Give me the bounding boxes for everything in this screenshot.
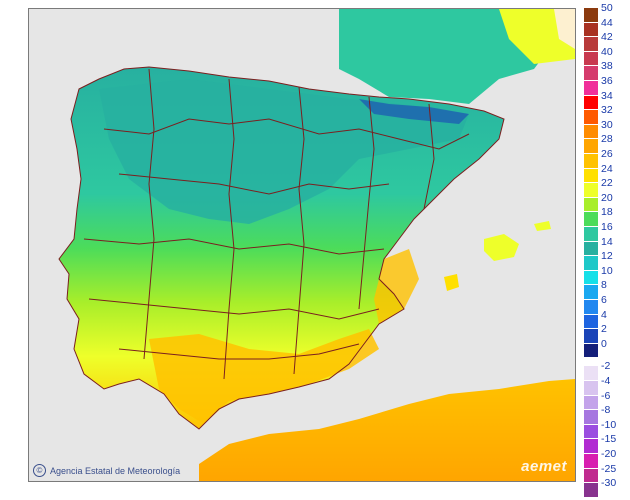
- legend-swatch-neg-8: [584, 483, 598, 497]
- northern-highlands: [99, 79, 469, 224]
- legend-swatch-pos-8: [584, 124, 598, 139]
- temperature-map: © Agencia Estatal de Meteorología aemet: [28, 8, 576, 482]
- legend-label-neg-5: -15: [601, 433, 617, 446]
- legend-swatch-neg-6: [584, 454, 598, 468]
- map-graphic: [29, 9, 575, 481]
- legend-label-neg-7: -25: [601, 462, 617, 475]
- legend-swatch-pos-0: [584, 8, 598, 22]
- credit-text: Agencia Estatal de Meteorología: [50, 465, 181, 476]
- color-legend: 50 44 42 40 38 36 34 32 30 28 26 24 22 20 18 16 14 12 10 8 6…: [584, 3, 630, 497]
- aemet-logo: aemet: [521, 458, 567, 475]
- legend-label-pos-13: 20: [601, 191, 613, 204]
- legend-label-neg-8: -30: [601, 477, 617, 490]
- legend-label-pos-1: 44: [601, 16, 613, 29]
- legend-label-pos-19: 8: [601, 279, 607, 292]
- legend-label-neg-4: -10: [601, 418, 617, 431]
- legend-swatch-pos-23: [584, 343, 598, 358]
- legend-label-pos-10: 26: [601, 148, 613, 160]
- legend-swatch-pos-20: [584, 300, 598, 314]
- legend-label-pos-15: 16: [601, 221, 613, 233]
- copyright-icon: ©: [33, 464, 46, 477]
- legend-label-pos-17: 12: [601, 250, 613, 263]
- legend-swatch-pos-14: [584, 212, 598, 226]
- legend-label-pos-8: 30: [601, 118, 613, 131]
- legend-swatch-pos-13: [584, 197, 598, 212]
- legend-swatch-neg-4: [584, 424, 598, 439]
- legend-swatch-neg-0: [584, 366, 598, 380]
- legend-swatch-pos-3: [584, 51, 598, 66]
- legend-label-pos-18: 10: [601, 264, 613, 277]
- legend-swatch-pos-19: [584, 285, 598, 299]
- legend-label-pos-21: 4: [601, 308, 607, 321]
- southern-warm: [149, 329, 379, 424]
- legend-swatch-pos-21: [584, 314, 598, 329]
- legend-label-neg-6: -20: [601, 448, 617, 460]
- legend-swatch-pos-22: [584, 329, 598, 343]
- legend-swatch-neg-3: [584, 410, 598, 424]
- legend-label-neg-2: -6: [601, 389, 611, 402]
- legend-label-pos-23: 0: [601, 337, 607, 350]
- legend-label-pos-9: 28: [601, 133, 613, 146]
- legend-swatch-pos-4: [584, 66, 598, 80]
- legend-swatch-pos-7: [584, 110, 598, 124]
- legend-swatch-pos-6: [584, 95, 598, 110]
- legend-label-pos-4: 38: [601, 60, 613, 73]
- legend-swatch-pos-11: [584, 168, 598, 183]
- legend-swatch-neg-2: [584, 395, 598, 410]
- legend-swatch-pos-9: [584, 139, 598, 153]
- legend-label-pos-3: 40: [601, 45, 613, 58]
- eastern-coast-warm: [374, 249, 419, 324]
- legend-label-pos-12: 22: [601, 177, 613, 190]
- legend-swatch-pos-10: [584, 154, 598, 168]
- province-borders: [58, 66, 505, 430]
- legend-swatch-pos-16: [584, 241, 598, 256]
- legend-swatch-pos-2: [584, 37, 598, 51]
- legend-label-pos-14: 18: [601, 206, 613, 219]
- legend-label-pos-22: 2: [601, 323, 607, 336]
- pyrenees-cold: [359, 99, 469, 124]
- legend-swatch-pos-17: [584, 256, 598, 270]
- legend-label-pos-11: 24: [601, 162, 613, 175]
- legend-swatch-pos-18: [584, 270, 598, 285]
- france-east-land: [499, 9, 575, 64]
- legend-label-neg-0: -2: [601, 360, 611, 373]
- legend-swatch-neg-1: [584, 381, 598, 395]
- legend-label-pos-7: 32: [601, 104, 613, 117]
- legend-swatch-neg-5: [584, 439, 598, 453]
- legend-swatch-pos-12: [584, 183, 598, 197]
- mallorca: [484, 234, 519, 261]
- legend-label-neg-3: -8: [601, 404, 611, 417]
- credit: © Agencia Estatal de Meteorología: [33, 464, 180, 477]
- legend-swatch-pos-15: [584, 227, 598, 241]
- legend-label-pos-0: 50: [601, 2, 613, 14]
- ibiza: [444, 274, 459, 291]
- menorca: [534, 221, 551, 231]
- legend-label-pos-5: 36: [601, 75, 613, 87]
- legend-swatch-neg-7: [584, 468, 598, 483]
- legend-label-pos-20: 6: [601, 294, 607, 306]
- legend-label-neg-1: -4: [601, 375, 611, 387]
- legend-swatch-pos-1: [584, 22, 598, 37]
- france-far-east: [554, 9, 575, 49]
- legend-label-pos-2: 42: [601, 31, 613, 44]
- legend-swatch-pos-5: [584, 81, 598, 95]
- legend-label-pos-6: 34: [601, 89, 613, 102]
- legend-label-pos-16: 14: [601, 235, 613, 248]
- north-africa: [199, 379, 575, 481]
